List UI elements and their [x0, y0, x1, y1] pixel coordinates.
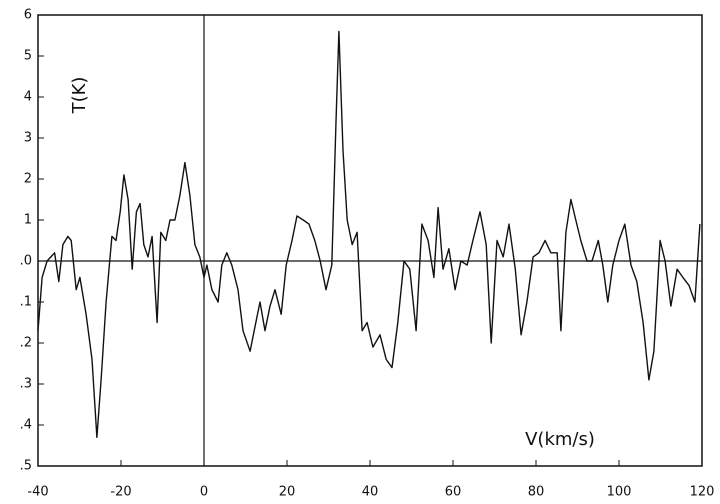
y-tick-label: 3	[24, 131, 32, 146]
y-tick-label: 2	[24, 172, 32, 187]
x-tick-label: 60	[445, 485, 462, 500]
y-tick-label: .0	[20, 254, 32, 269]
plot-frame	[37, 14, 703, 467]
y-tick-label: 5	[24, 49, 32, 64]
y-tick-label: .5	[20, 459, 32, 474]
y-tick-label: .4	[20, 418, 32, 433]
y-tick-label: .2	[20, 336, 32, 351]
x-axis-title: V(km/s)	[525, 429, 595, 450]
x-tick-label: 20	[279, 485, 296, 500]
y-axis-title: T(K)	[69, 77, 90, 115]
x-tick-label: 40	[362, 485, 379, 500]
y-tick-label: 1	[24, 213, 32, 228]
y-tick-label: .1	[20, 295, 32, 310]
y-tick-label: 4	[24, 90, 32, 105]
x-tick-label: 120	[690, 485, 715, 500]
x-tick-label: -40	[27, 485, 48, 500]
x-tick-label: -20	[110, 485, 131, 500]
x-tick-label: 100	[607, 485, 632, 500]
y-tick-label: .3	[20, 377, 32, 392]
y-tick-label: 6	[24, 8, 32, 23]
spectrum-line	[37, 30, 701, 438]
x-tick-label: 0	[200, 485, 208, 500]
x-tick-label: 80	[528, 485, 545, 500]
